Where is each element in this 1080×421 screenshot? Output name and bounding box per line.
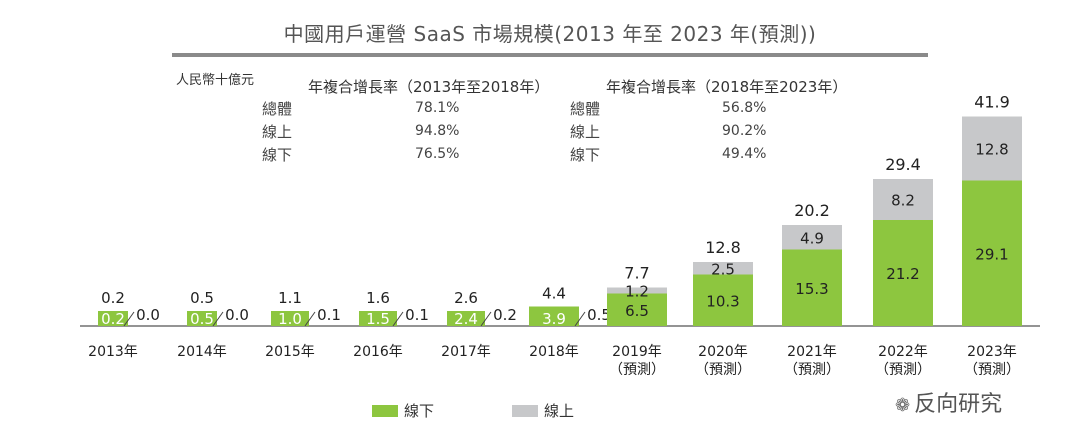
- x-tick-label-6: 2019年: [612, 344, 662, 360]
- bar-offline-8: [782, 249, 842, 326]
- x-tick-label-9-sub: （預測）: [875, 362, 931, 378]
- bar-label-online-6: 1.2: [625, 283, 649, 301]
- bar-offline-6: [607, 293, 667, 326]
- cagr-offline-2013-2018: 76.5%: [415, 146, 460, 162]
- bar-label-online-4: 0.2: [493, 306, 517, 324]
- bar-label-offline-2: 1.0: [278, 310, 302, 328]
- bar-offline-0: [98, 311, 128, 326]
- bar-label-offline-7: 10.3: [706, 292, 739, 310]
- bar-offline-1: [187, 311, 217, 326]
- cagr-label-offline-left: 線下: [262, 146, 293, 164]
- cagr-online-2013-2018: 94.8%: [415, 123, 460, 139]
- bar-label-online-8: 4.9: [800, 229, 824, 247]
- bar-total-9: 29.4: [885, 155, 921, 174]
- bar-label-offline-6: 6.5: [625, 302, 649, 320]
- watermark-text: 反向研究: [914, 392, 1003, 417]
- bar-offline-5: [529, 306, 579, 326]
- bar-total-0: 0.2: [101, 289, 125, 307]
- cagr-label-total-left: 總體: [262, 100, 293, 118]
- cagr-offline-2018-2023: 49.4%: [722, 146, 767, 162]
- bar-total-2: 1.1: [278, 289, 302, 307]
- cagr-header-2013-2018: 年複合增長率（2013年至2018年）: [308, 78, 550, 96]
- x-tick-label-8: 2021年: [787, 344, 837, 360]
- unit-label: 人民幣十億元: [176, 73, 255, 88]
- bar-online-7: [693, 262, 753, 275]
- bar-label-online-9: 8.2: [891, 192, 915, 210]
- bar-offline-9: [873, 220, 933, 326]
- bar-total-5: 4.4: [542, 285, 566, 303]
- leader-line-0: [123, 311, 135, 327]
- leader-line-4: [480, 311, 492, 327]
- x-tick-label-6-sub: （預測）: [609, 362, 665, 378]
- x-tick-label-10-sub: （預測）: [964, 362, 1020, 378]
- x-tick-label-9: 2022年: [878, 344, 928, 360]
- x-tick-label-3: 2016年: [353, 344, 403, 360]
- x-tick-label-10: 2023年: [967, 344, 1017, 360]
- cagr-header-2018-2023: 年複合增長率（2018年至2023年）: [606, 78, 848, 96]
- leader-line-2: [304, 311, 316, 327]
- chart-title: 中國用戶運營 SaaS 市場規模(2013 年至 2023 年(預測)): [283, 22, 817, 46]
- cagr-label-offline-right: 線下: [570, 146, 601, 164]
- legend-swatch-offline: [372, 405, 398, 417]
- bar-online-10: [962, 116, 1022, 181]
- x-tick-label-7-sub: （預測）: [695, 362, 751, 378]
- bar-offline-4: [447, 311, 485, 326]
- bar-label-offline-4: 2.4: [454, 310, 478, 328]
- legend-swatch-online: [512, 405, 538, 417]
- bar-label-offline-3: 1.5: [366, 310, 390, 328]
- cagr-label-total-right: 總體: [570, 100, 601, 118]
- cagr-total-2018-2023: 56.8%: [722, 100, 767, 116]
- bar-offline-2: [271, 311, 309, 326]
- bar-label-online-3: 0.1: [405, 306, 429, 324]
- leader-line-5: [574, 311, 586, 327]
- bar-label-offline-9: 21.2: [886, 265, 919, 283]
- bar-label-offline-8: 15.3: [795, 280, 828, 298]
- x-tick-label-7: 2020年: [698, 344, 748, 360]
- bar-label-online-1: 0.0: [225, 306, 249, 324]
- bar-total-10: 41.9: [974, 93, 1010, 112]
- bar-total-4: 2.6: [454, 289, 478, 307]
- bar-offline-3: [359, 311, 397, 326]
- bar-total-1: 0.5: [190, 289, 214, 307]
- bar-label-online-5: 0.5: [587, 306, 611, 324]
- legend-label-offline: 線下: [404, 402, 435, 420]
- x-tick-label-2: 2015年: [265, 344, 315, 360]
- x-tick-label-0: 2013年: [88, 344, 138, 360]
- bar-online-9: [873, 179, 933, 220]
- bar-label-offline-10: 29.1: [975, 245, 1008, 263]
- bar-offline-7: [693, 274, 753, 326]
- bar-label-online-7: 2.5: [711, 260, 735, 278]
- bar-total-3: 1.6: [366, 289, 390, 307]
- x-tick-label-8-sub: （預測）: [784, 362, 840, 378]
- leader-line-3: [392, 311, 404, 327]
- x-tick-label-4: 2017年: [441, 344, 491, 360]
- bar-label-offline-0: 0.2: [101, 310, 125, 328]
- bar-total-8: 20.2: [794, 201, 830, 220]
- watermark: ❁ 反向研究: [895, 386, 1002, 418]
- x-tick-label-1: 2014年: [177, 344, 227, 360]
- bar-label-offline-1: 0.5: [190, 310, 214, 328]
- bar-label-online-0: 0.0: [136, 306, 160, 324]
- cagr-label-online-left: 線上: [262, 123, 293, 141]
- bar-total-7: 12.8: [705, 238, 741, 257]
- cagr-label-online-right: 線上: [570, 123, 601, 141]
- bar-label-offline-5: 3.9: [542, 310, 566, 328]
- bar-total-6: 7.7: [624, 264, 649, 283]
- cagr-online-2018-2023: 90.2%: [722, 123, 767, 139]
- leader-line-1: [212, 311, 224, 327]
- cagr-total-2013-2018: 78.1%: [415, 100, 460, 116]
- bar-label-online-2: 0.1: [317, 306, 341, 324]
- bar-offline-10: [962, 180, 1022, 326]
- bar-online-6: [607, 287, 667, 294]
- x-tick-label-5: 2018年: [529, 344, 579, 360]
- bar-online-8: [782, 225, 842, 250]
- title-underline: [172, 53, 928, 57]
- bar-label-online-10: 12.8: [975, 141, 1008, 159]
- legend-label-online: 線上: [544, 402, 575, 420]
- wechat-icon: ❁: [895, 395, 911, 416]
